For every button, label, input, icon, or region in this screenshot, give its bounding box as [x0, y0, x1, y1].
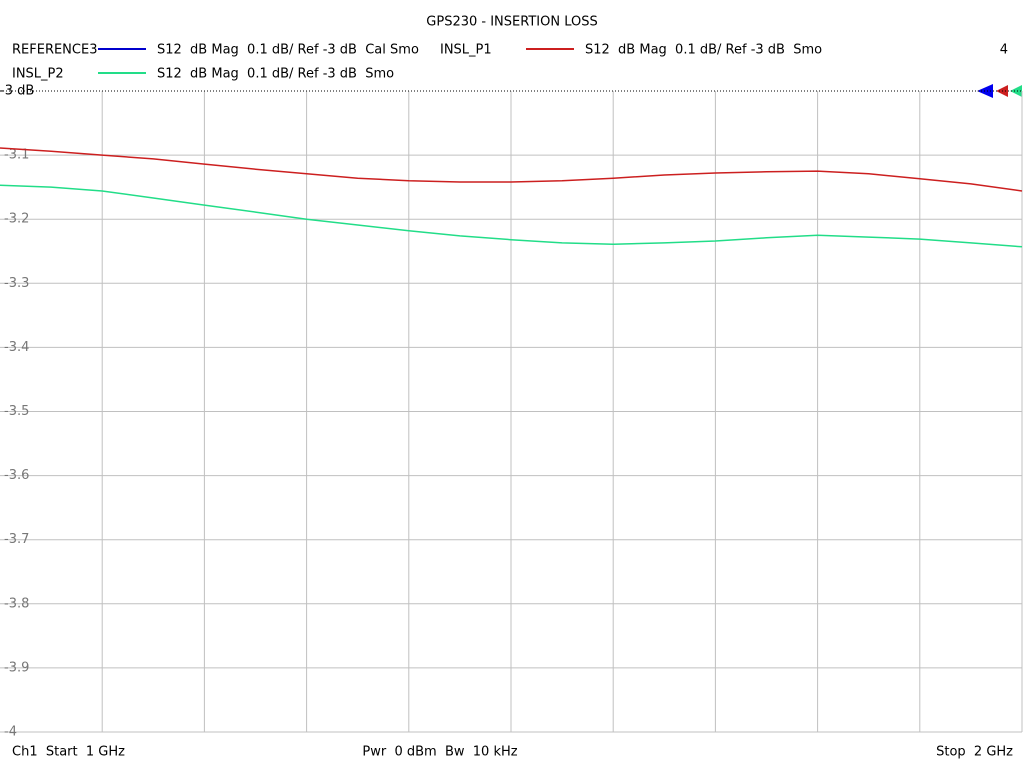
ref-marker [1010, 85, 1022, 97]
y-tick-label: -3.2 [4, 212, 29, 227]
y-tick-label: -4 [4, 725, 17, 740]
legend-description: S12 dB Mag 0.1 dB/ Ref -3 dB Smo [585, 43, 822, 58]
y-tick-label: -3.1 [4, 148, 29, 163]
y-tick-label: -3.4 [4, 340, 29, 355]
y-tick-label: -3 dB [0, 84, 34, 99]
y-tick-label: -3.6 [4, 468, 29, 483]
footer-right: Stop 2 GHz [936, 745, 1013, 760]
legend-description: S12 dB Mag 0.1 dB/ Ref -3 dB Smo [157, 67, 394, 82]
y-tick-label: -3.9 [4, 660, 29, 675]
legend-name: REFERENCE3 [12, 43, 97, 58]
y-tick-label: -3.3 [4, 276, 29, 291]
legend-name: INSL_P2 [12, 67, 64, 82]
y-tick-label: -3.7 [4, 532, 29, 547]
footer-center: Pwr 0 dBm Bw 10 kHz [362, 745, 517, 760]
series-line [0, 184, 1023, 248]
y-tick-label: -3.8 [4, 596, 29, 611]
footer-left: Ch1 Start 1 GHz [12, 745, 125, 760]
series-line [0, 147, 1023, 192]
legend-description: S12 dB Mag 0.1 dB/ Ref -3 dB Cal Smo [157, 43, 419, 58]
y-tick-label: -3.5 [4, 404, 29, 419]
channel-number: 4 [1000, 43, 1008, 58]
chart-title: GPS230 - INSERTION LOSS [426, 15, 597, 30]
legend-name: INSL_P1 [440, 43, 492, 58]
